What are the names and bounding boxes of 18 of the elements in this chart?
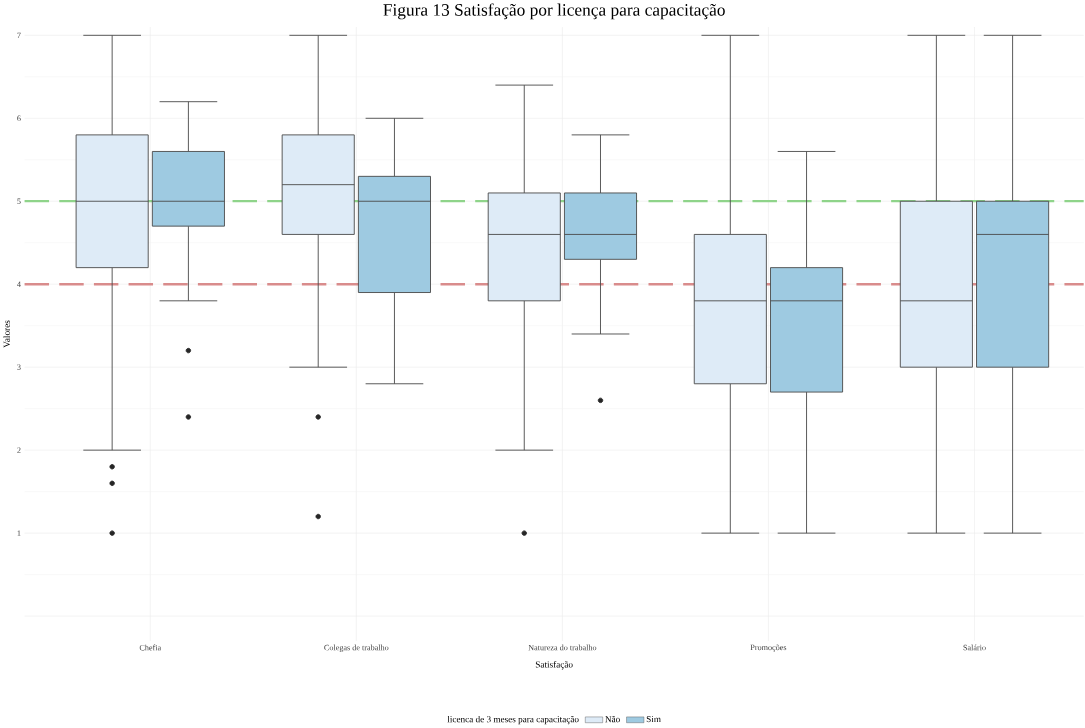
y-axis-title: Valores: [3, 320, 10, 348]
x-tick-label: Natureza do trabalho: [528, 644, 597, 651]
chart-title: Figura 13 Satisfação por licença para capacitação: [383, 3, 725, 20]
y-tick-label: 6: [17, 115, 21, 122]
legend-label: Não: [605, 716, 620, 723]
y-tick-label: 4: [17, 281, 21, 287]
legend-label: Sim: [646, 716, 661, 723]
y-tick-label: 7: [17, 32, 21, 39]
x-tick-label: Colegas de trabalho: [324, 644, 389, 653]
y-tick-label: 2: [17, 447, 21, 453]
x-tick-label: Promoções: [750, 644, 787, 652]
x-tick-label: Salário: [963, 644, 986, 651]
y-tick-label: 3: [17, 364, 21, 370]
legend-title: licenca de 3 meses para capacitação: [447, 715, 579, 725]
x-tick-label: Chefia: [139, 644, 162, 651]
y-tick-label: 5: [17, 198, 21, 205]
x-axis-title: Satisfação: [535, 661, 573, 670]
y-tick-label: 1: [17, 530, 21, 536]
